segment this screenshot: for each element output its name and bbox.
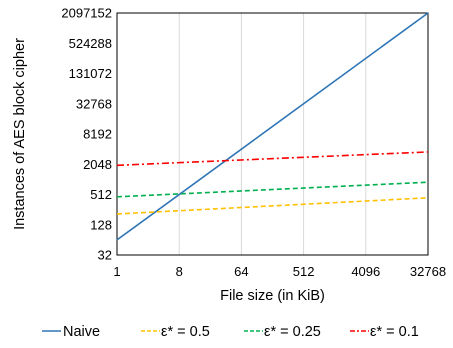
legend-label: ε* = 0.5: [161, 324, 210, 340]
y-tick-label: 8192: [83, 127, 112, 142]
series-line-3: [116, 151, 429, 167]
y-tick-label: 131072: [69, 66, 112, 81]
x-tick-label: 1: [113, 264, 120, 279]
y-tick-label: 32: [98, 248, 112, 263]
y-tick-label: 512: [90, 187, 112, 202]
y-axis-title: Instances of AES block cipher: [12, 38, 28, 230]
x-tick-label: 512: [293, 264, 315, 279]
series-line-2: [116, 181, 429, 198]
x-axis-title: File size (in KiB): [220, 288, 325, 304]
series-line-1: [116, 197, 429, 215]
y-tick-labels: 32 128 512 2048 8192 32768 131072 524288 2097152: [61, 6, 112, 263]
gridlines: [178, 13, 367, 255]
y-tick-label: 32768: [76, 96, 112, 111]
x-tick-labels: 1 8 64 512 4096 32768: [113, 264, 446, 279]
series-layer: [116, 12, 429, 241]
series-line-0: [116, 12, 429, 241]
legend-label: ε* = 0.25: [264, 324, 321, 340]
y-tick-label: 2097152: [61, 6, 112, 21]
y-tick-label: 524288: [69, 36, 112, 51]
legend-label: Naive: [63, 324, 100, 340]
legend: Naive ε* = 0.5 ε* = 0.25 ε* = 0.1: [42, 324, 419, 340]
y-tick-label: 2048: [83, 157, 112, 172]
x-tick-label: 4096: [351, 264, 380, 279]
x-tick-label: 64: [234, 264, 248, 279]
plot-area: [116, 12, 429, 256]
y-tick-label: 128: [90, 217, 112, 232]
x-tick-label: 8: [176, 264, 183, 279]
x-tick-label: 32768: [410, 264, 446, 279]
legend-label: ε* = 0.1: [370, 324, 419, 340]
plot-border: [116, 12, 429, 256]
